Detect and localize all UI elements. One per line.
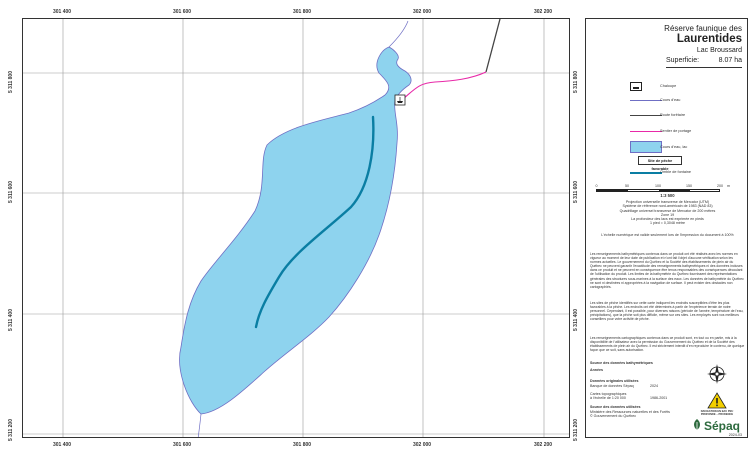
projection-line: Projection universelle transverse de Mer… xyxy=(625,200,710,204)
warning-text: NAVIGATION EN EAU PEU PROFONDE – PRUDENC… xyxy=(700,410,734,416)
inlet-stream xyxy=(388,20,409,48)
years-label: Années xyxy=(590,368,603,372)
x-coord-bottom-5: 302 200 xyxy=(533,442,553,448)
portage-trail xyxy=(402,71,487,100)
disclaimer-copyright: Les renseignements cartographiques conte… xyxy=(590,336,745,353)
orig-row-2-name: Cartes topographiques à l'échelle de 1:2… xyxy=(590,392,627,401)
lake-polygon xyxy=(179,46,412,415)
x-coord-bottom-3: 301 800 xyxy=(292,442,312,448)
title-line1: Réserve faunique des xyxy=(664,24,742,33)
orig-data-heading: Données originales utilisées xyxy=(590,379,639,383)
sepaq-leaf-icon xyxy=(694,419,700,431)
outlet-stream xyxy=(197,413,202,437)
legend-boat-icon xyxy=(630,82,642,91)
projection-line: Quadrillage universel transverse de Merc… xyxy=(619,208,716,213)
area-value: 8.07 ha xyxy=(718,57,742,64)
legend-label-trail: Sentier de portage xyxy=(660,129,692,133)
title-rule xyxy=(666,67,742,68)
legend-road-line xyxy=(630,115,662,116)
depth-contour xyxy=(254,115,375,329)
y-coord-left-2: 5 311 600 xyxy=(8,181,14,203)
x-coord-bottom-4: 302 000 xyxy=(412,442,432,448)
utm-grid xyxy=(23,19,569,437)
x-coord-top-1: 301 400 xyxy=(52,9,72,15)
y-coord-right-2: 5 311 600 xyxy=(573,181,579,203)
forest-road xyxy=(485,19,501,73)
map-frame[interactable] xyxy=(22,18,570,438)
map-canvas[interactable] xyxy=(23,19,570,438)
compass-icon xyxy=(707,364,727,384)
y-coord-right-4: 5 311 200 xyxy=(573,419,579,441)
map-date: 2024-03 xyxy=(728,433,742,437)
disclaimer-bathymetry: Les renseignements bathymétriques conten… xyxy=(590,252,744,289)
legend-fishing-site-box: Site de pêche favorable xyxy=(638,156,682,171)
bathy-source-heading: Source des données bathymétriques xyxy=(590,361,653,365)
scale-tick-0: 0 xyxy=(595,184,598,188)
used-data-heading: Source des données utilisées xyxy=(590,405,641,409)
legend-panel: Réserve faunique des Laurentides Lac Bro… xyxy=(585,18,748,438)
projection-block: Projection universelle transverse de Mer… xyxy=(586,200,749,226)
x-coord-top-5: 302 200 xyxy=(533,9,553,15)
orig-row-2-year: 1986-2001 xyxy=(650,396,668,400)
scale-tick-200: 200 xyxy=(717,184,723,188)
x-coord-bottom-2: 301 600 xyxy=(172,442,192,448)
projection-line: Système de référence nord-américain de 1… xyxy=(622,204,713,209)
legend-trail-line xyxy=(630,131,662,132)
projection-line: Zone 19 xyxy=(660,212,675,217)
legend-label-boat: Chaloupe xyxy=(660,84,677,88)
x-coord-top-2: 301 600 xyxy=(172,9,192,15)
legend-watercourse-line xyxy=(630,100,662,101)
legend-lake-fill xyxy=(630,141,662,153)
area-label: Superficie: xyxy=(666,57,700,64)
orig-row-1-year: 2024 xyxy=(650,384,658,388)
y-coord-left-4: 5 311 200 xyxy=(8,419,14,441)
y-coord-left-1: 5 311 800 xyxy=(8,71,14,93)
scale-unit: m xyxy=(727,184,730,188)
y-coord-left-3: 5 311 400 xyxy=(8,309,14,331)
sepaq-logo: Sépaq xyxy=(704,419,741,433)
legend-label-contour: Omble de fontaine xyxy=(660,170,692,174)
scale-tick-50: 50 xyxy=(625,184,629,188)
y-coord-right-3: 5 311 400 xyxy=(573,309,579,331)
print-note: L'échelle numérique est valide seulement… xyxy=(601,233,734,237)
scale-tick-150: 150 xyxy=(686,184,692,188)
legend-label-road: Route forêtaire xyxy=(660,113,686,117)
legend-label-watercourse: Cours d'eau xyxy=(660,98,681,102)
legend-contour-line xyxy=(630,172,662,174)
projection-line: La profondeur des lacs est exprimée en p… xyxy=(631,217,704,222)
scale-tick-100: 100 xyxy=(655,184,661,188)
orig-row-1-name: Banque de données Sépaq xyxy=(590,384,634,388)
lake-name: Lac Broussard xyxy=(696,47,742,54)
x-coord-bottom-1: 301 400 xyxy=(52,442,72,448)
projection-line: 1 pied = 0,3048 mètre xyxy=(649,221,686,226)
y-coord-right-1: 5 311 800 xyxy=(573,71,579,93)
x-coord-top-3: 301 800 xyxy=(292,9,312,15)
disclaimer-fishing-sites: Les sites de pêche identifiés sur cette … xyxy=(590,301,744,322)
used-data-text: Ministère des Ressources naturelles et d… xyxy=(590,410,670,419)
warning-icon xyxy=(707,392,727,409)
title-reserve: Laurentides xyxy=(676,33,742,45)
boat-launch-icon[interactable] xyxy=(394,94,406,106)
x-coord-top-4: 302 000 xyxy=(412,9,432,15)
scale-ratio: 1:3 500 xyxy=(660,193,675,198)
scale-bar xyxy=(596,189,720,192)
legend-label-lake: Cours d'eau, lac xyxy=(660,145,688,149)
